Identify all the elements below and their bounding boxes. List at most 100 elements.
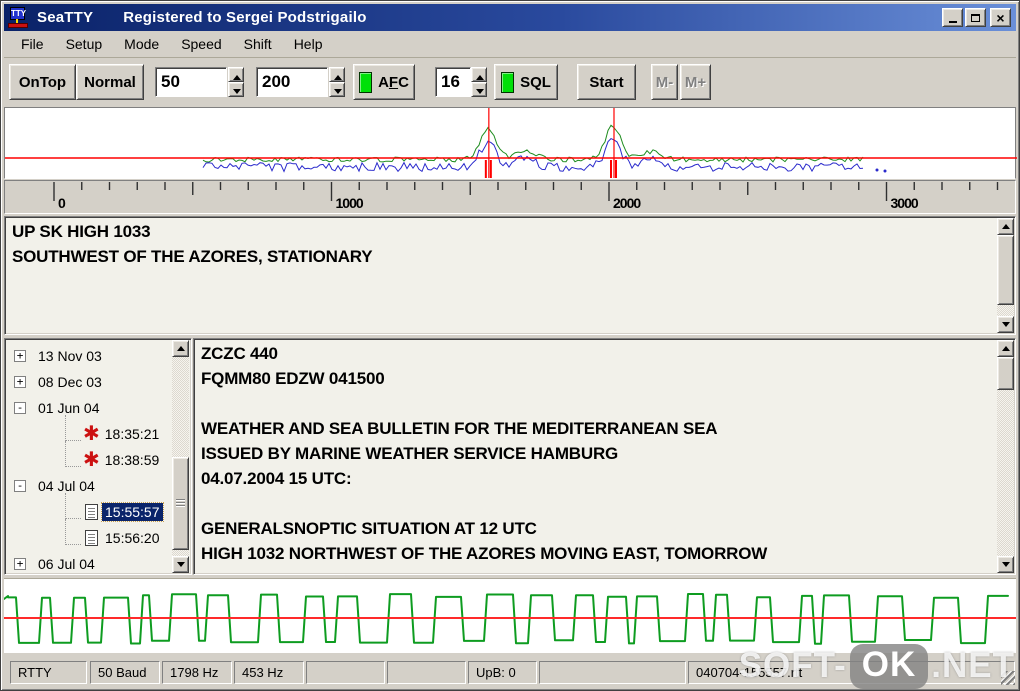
status-shift: 453 Hz <box>234 661 304 684</box>
svg-text:2000: 2000 <box>613 195 641 211</box>
menu-shift[interactable]: Shift <box>243 36 272 52</box>
menu-setup[interactable]: Setup <box>65 36 103 52</box>
tree-item-label: 15:56:20 <box>105 530 160 546</box>
main-text-area[interactable]: ZCZC 440 FQMM80 EDZW 041500 WEATHER AND … <box>193 338 1016 575</box>
thumb-grip <box>176 498 185 508</box>
tree-collapse-icon[interactable]: - <box>14 402 26 414</box>
normal-button[interactable]: Normal <box>76 64 144 100</box>
secondary-text-area[interactable]: UP SK HIGH 1033 SOUTHWEST OF THE AZORES,… <box>4 216 1016 335</box>
close-icon: × <box>996 9 1005 26</box>
spectrum-display[interactable] <box>4 107 1017 179</box>
tree-message-item[interactable]: 15:55:57 <box>5 493 171 525</box>
svg-text:1000: 1000 <box>336 195 364 211</box>
arrow-up-icon <box>1001 342 1010 351</box>
start-button[interactable]: Start <box>577 64 636 100</box>
tree-expand-icon[interactable]: + <box>14 350 26 362</box>
ontop-button[interactable]: OnTop <box>9 64 76 100</box>
menu-mode[interactable]: Mode <box>124 36 160 52</box>
arrow-up-icon <box>176 342 185 351</box>
arrow-down-icon <box>176 562 185 571</box>
status-filename: 040704-155557.rtt <box>688 661 1015 684</box>
scrollbar-thumb[interactable] <box>997 235 1014 305</box>
tree-collapse-icon[interactable]: - <box>14 480 26 492</box>
close-button[interactable]: × <box>990 8 1011 27</box>
tree-item-label: 18:35:21 <box>104 426 160 442</box>
shift-spin-up[interactable] <box>329 67 345 82</box>
menu-file[interactable]: File <box>21 36 44 52</box>
arrow-up-icon <box>1001 220 1010 229</box>
tree-date-item[interactable]: +06 Jul 04 <box>5 551 171 574</box>
fax-image-icon: ✱ <box>83 423 100 445</box>
shift-spin-down[interactable] <box>329 82 345 97</box>
window-title: SeaTTY <box>37 9 94 26</box>
toolbar: OnTop Normal AFC SQL Start M- M+ <box>4 59 1016 105</box>
speed-spin-up[interactable] <box>228 67 244 82</box>
scroll-up-button[interactable] <box>172 340 189 357</box>
tree-connector-line <box>65 493 81 519</box>
tree-expand-icon[interactable]: + <box>14 558 26 570</box>
arrow-down-icon <box>1001 562 1010 571</box>
memory-minus-button[interactable]: M- <box>651 64 678 100</box>
spectrum-plot <box>5 108 1017 178</box>
menu-bar: File Setup Mode Speed Shift Help <box>4 31 1016 58</box>
squelch-spin-up[interactable] <box>471 67 487 82</box>
scrollbar-thumb[interactable] <box>997 357 1014 390</box>
registration-text: Registered to Sergei Podstrigailo <box>123 9 367 26</box>
tree-date-label: 06 Jul 04 <box>38 556 95 572</box>
scroll-down-button[interactable] <box>997 556 1014 573</box>
app-icon[interactable]: TTY <box>8 7 29 28</box>
main-text-scrollbar[interactable] <box>997 340 1014 573</box>
message-tree: +13 Nov 03 +08 Dec 03-01 Jun 04 ✱ 18:35:21 ✱… <box>4 338 192 575</box>
tree-date-label: 04 Jul 04 <box>38 478 95 494</box>
speed-input[interactable] <box>155 67 227 97</box>
speed-spin-down[interactable] <box>228 82 244 97</box>
tree-message-item[interactable]: 15:56:20 <box>5 519 171 551</box>
sql-label: SQL <box>520 73 551 91</box>
tree-date-item[interactable]: +08 Dec 03 <box>5 369 171 395</box>
squelch-spin-down[interactable] <box>471 82 487 97</box>
menu-help[interactable]: Help <box>293 36 323 52</box>
afc-led-indicator <box>359 71 373 93</box>
title-bar[interactable]: TTY SeaTTY Registered to Sergei Podstrig… <box>4 4 1016 31</box>
tree-expand-icon[interactable]: + <box>14 376 26 388</box>
fax-image-icon: ✱ <box>83 449 100 471</box>
tree-date-item[interactable]: +13 Nov 03 <box>5 343 171 369</box>
menu-speed[interactable]: Speed <box>181 36 222 52</box>
sql-button[interactable]: SQL <box>494 64 558 100</box>
scroll-up-button[interactable] <box>997 218 1014 235</box>
tree-date-item[interactable]: -01 Jun 04 <box>5 395 171 421</box>
tree-message-item[interactable]: ✱ 18:38:59 <box>5 441 171 473</box>
status-empty-3 <box>539 661 686 684</box>
document-icon <box>85 530 98 546</box>
tree-date-label: 08 Dec 03 <box>38 374 102 390</box>
sql-led-indicator <box>501 71 515 93</box>
scroll-down-button[interactable] <box>997 316 1014 333</box>
status-empty-2 <box>387 661 466 684</box>
tree-message-item[interactable]: ✱ 18:35:21 <box>5 415 171 447</box>
status-center-freq: 1798 Hz <box>162 661 232 684</box>
scroll-down-button[interactable] <box>172 556 189 573</box>
tree-item-label: 18:38:59 <box>104 452 160 468</box>
shift-input[interactable] <box>256 67 328 97</box>
frequency-ruler[interactable]: 0 1000 2000 3000 <box>4 180 1016 214</box>
scrollbar-thumb[interactable] <box>172 457 189 550</box>
tree-date-label: 01 Jun 04 <box>38 400 100 416</box>
tree-date-item[interactable]: -04 Jul 04 <box>5 473 171 499</box>
memory-plus-button[interactable]: M+ <box>680 64 711 100</box>
resize-grip[interactable] <box>1001 671 1015 685</box>
squelch-input[interactable] <box>435 67 471 97</box>
squelch-spinner <box>471 67 487 97</box>
status-upb: UpB: 0 <box>468 661 537 684</box>
scroll-up-button[interactable] <box>997 340 1014 357</box>
status-mode: RTTY <box>10 661 87 684</box>
upper-text-scrollbar[interactable] <box>997 218 1014 333</box>
afc-button[interactable]: AFC <box>353 64 415 100</box>
arrow-down-icon <box>1001 322 1010 331</box>
maximize-icon <box>971 13 980 22</box>
maximize-button[interactable] <box>965 8 986 27</box>
minimize-icon <box>948 21 957 23</box>
minimize-button[interactable] <box>942 8 963 27</box>
document-icon <box>85 504 98 520</box>
tree-scrollbar[interactable] <box>172 340 189 573</box>
